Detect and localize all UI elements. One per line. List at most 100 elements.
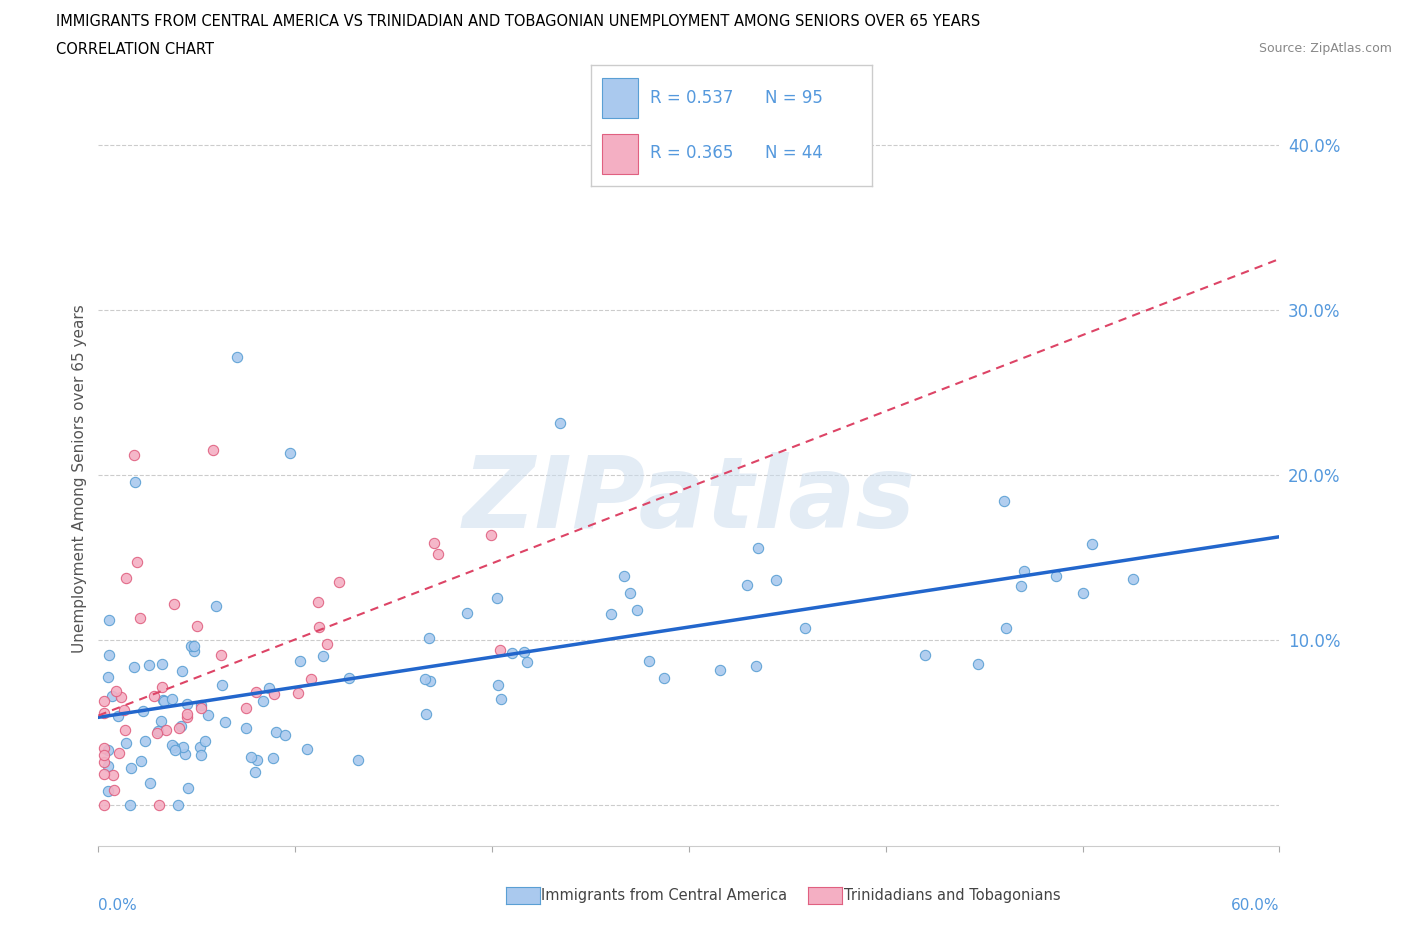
Point — [264, 724, 287, 739]
Point — [197, 708, 219, 723]
Point — [131, 753, 153, 768]
Point — [93, 740, 115, 755]
Point — [209, 647, 232, 662]
Point — [186, 619, 208, 634]
Point — [278, 445, 301, 460]
Point — [619, 585, 641, 600]
Point — [501, 646, 523, 661]
Text: R = 0.537: R = 0.537 — [650, 89, 733, 107]
Text: IMMIGRANTS FROM CENTRAL AMERICA VS TRINIDADIAN AND TOBAGONIAN UNEMPLOYMENT AMONG: IMMIGRANTS FROM CENTRAL AMERICA VS TRINI… — [56, 14, 980, 29]
Point — [148, 798, 170, 813]
Point — [112, 703, 135, 718]
Text: R = 0.365: R = 0.365 — [650, 144, 733, 163]
Point — [747, 540, 769, 555]
Point — [183, 639, 205, 654]
Point — [415, 707, 437, 722]
Point — [125, 554, 148, 569]
Point — [423, 536, 446, 551]
Point — [97, 743, 120, 758]
Point — [794, 621, 817, 636]
Point — [491, 692, 513, 707]
Point — [745, 658, 768, 673]
Point — [204, 598, 226, 613]
Point — [239, 750, 262, 764]
Point — [489, 643, 512, 658]
Point — [190, 698, 212, 712]
Point — [245, 684, 267, 699]
Point — [735, 578, 758, 592]
Point — [146, 725, 169, 740]
Point — [299, 671, 322, 686]
Point — [243, 764, 266, 779]
Point — [167, 798, 190, 813]
Point — [995, 620, 1018, 635]
Point — [101, 767, 124, 782]
Y-axis label: Unemployment Among Seniors over 65 years: Unemployment Among Seniors over 65 years — [72, 305, 87, 653]
Point — [418, 631, 440, 645]
Point — [114, 723, 136, 737]
Point — [97, 759, 120, 774]
Point — [153, 694, 176, 709]
Point — [600, 606, 623, 621]
Point — [124, 474, 146, 489]
Point — [211, 678, 233, 693]
Point — [246, 752, 269, 767]
Point — [163, 597, 186, 612]
Point — [252, 694, 274, 709]
Point — [176, 697, 198, 711]
Point — [122, 448, 145, 463]
Point — [263, 686, 285, 701]
Point — [139, 776, 162, 790]
Point — [315, 636, 337, 651]
Point — [235, 720, 257, 735]
Point — [456, 605, 478, 620]
Point — [150, 680, 173, 695]
Point — [152, 693, 174, 708]
Point — [183, 644, 205, 658]
Point — [347, 752, 370, 767]
Point — [138, 658, 160, 672]
Point — [163, 743, 186, 758]
Point — [190, 740, 212, 755]
Point — [97, 647, 120, 662]
Point — [485, 591, 508, 605]
Point — [1122, 571, 1144, 586]
Text: Trinidadians and Tobagonians: Trinidadians and Tobagonians — [844, 888, 1060, 903]
Point — [307, 595, 329, 610]
Point — [98, 612, 121, 627]
Point — [513, 644, 536, 659]
Text: N = 44: N = 44 — [765, 144, 823, 163]
Point — [155, 723, 177, 737]
Text: 0.0%: 0.0% — [98, 897, 138, 912]
Point — [337, 671, 360, 685]
Point — [160, 738, 183, 753]
Point — [1010, 578, 1032, 593]
Point — [172, 740, 194, 755]
Text: ZIPatlas: ZIPatlas — [463, 453, 915, 550]
Point — [966, 657, 988, 671]
Point — [257, 680, 280, 695]
Point — [180, 638, 202, 653]
Point — [115, 736, 138, 751]
Text: CORRELATION CHART: CORRELATION CHART — [56, 42, 214, 57]
Point — [413, 671, 436, 686]
Point — [176, 707, 198, 722]
Point — [652, 671, 675, 685]
Point — [97, 784, 120, 799]
FancyBboxPatch shape — [602, 78, 638, 118]
Point — [150, 714, 173, 729]
Point — [914, 647, 936, 662]
Point — [142, 688, 165, 703]
Point — [287, 685, 309, 700]
Point — [194, 734, 217, 749]
Point — [118, 798, 141, 813]
Point — [273, 727, 295, 742]
Point — [235, 701, 257, 716]
Point — [93, 748, 115, 763]
Point — [419, 673, 441, 688]
Point — [516, 655, 538, 670]
Point — [93, 767, 115, 782]
Point — [190, 748, 212, 763]
Point — [134, 733, 156, 748]
Point — [174, 747, 197, 762]
